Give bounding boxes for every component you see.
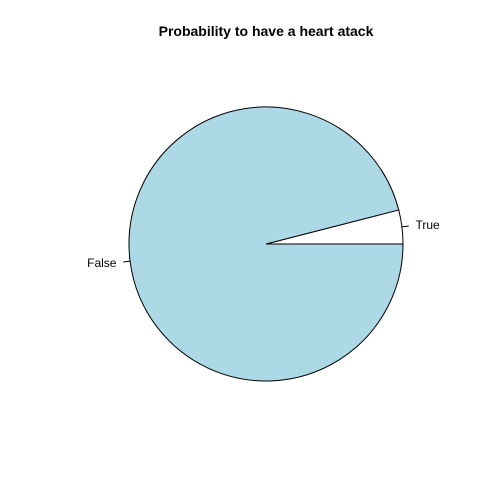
pie-label-false: False bbox=[87, 256, 117, 270]
pie-labels: True False bbox=[87, 218, 440, 270]
pie-slices bbox=[128, 106, 404, 382]
chart-title: Probability to have a heart atack bbox=[159, 23, 374, 39]
pie-tick-true bbox=[401, 225, 409, 228]
pie-slice-false bbox=[128, 106, 404, 382]
pie-tick-false bbox=[123, 260, 131, 263]
pie-label-true: True bbox=[416, 218, 441, 232]
